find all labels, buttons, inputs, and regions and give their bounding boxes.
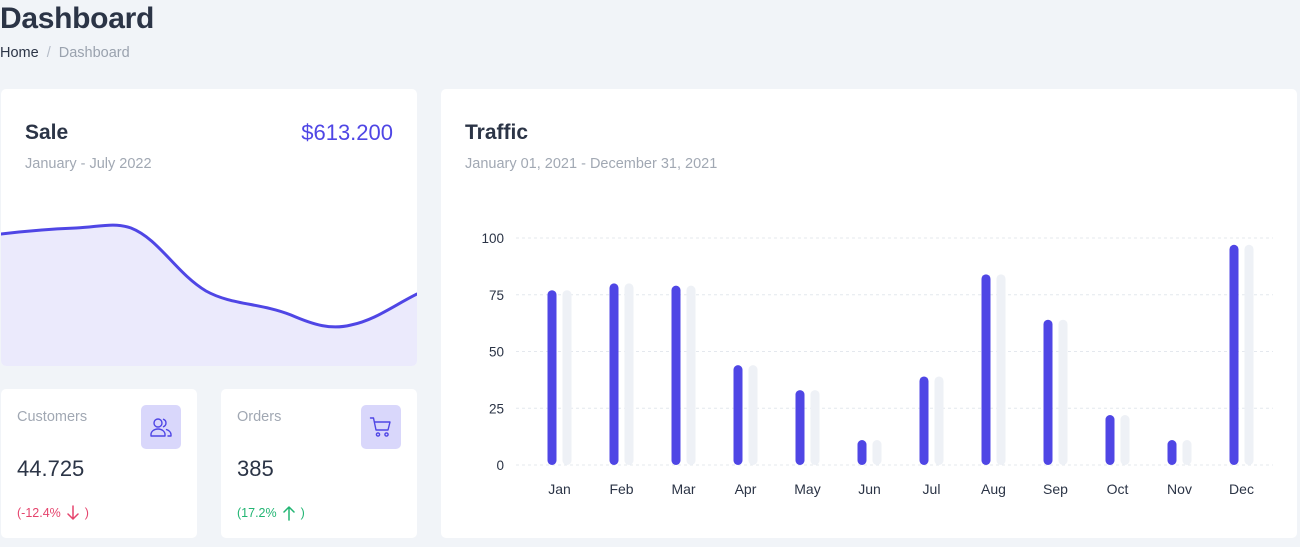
x-tick-label: Aug (981, 481, 1006, 497)
orders-change-value: (17.2% (237, 506, 277, 520)
cart-icon (369, 417, 391, 437)
x-tick-label: Mar (671, 481, 695, 497)
bar-aug-series-2[interactable] (996, 274, 1006, 465)
sale-amount: $613.200 (301, 120, 393, 145)
bar-aug-series-1[interactable] (981, 274, 991, 465)
bar-jan-series-1[interactable] (547, 290, 557, 465)
x-tick-label: Jun (858, 481, 881, 497)
bar-apr-series-1[interactable] (733, 365, 743, 465)
x-tick-label: Feb (609, 481, 633, 497)
bar-may-series-1[interactable] (795, 390, 805, 465)
breadcrumb-current: Dashboard (58, 45, 130, 61)
traffic-card: Traffic January 01, 2021 - December 31, … (441, 89, 1297, 538)
bar-jun-series-2[interactable] (872, 440, 882, 465)
y-tick-label: 100 (481, 231, 504, 246)
page-title: Dashboard (0, 2, 154, 35)
sale-period: January - July 2022 (25, 156, 152, 172)
x-tick-label: Nov (1167, 481, 1192, 497)
x-tick-label: May (794, 481, 820, 497)
bar-apr-series-2[interactable] (748, 365, 758, 465)
bar-mar-series-1[interactable] (671, 285, 681, 465)
breadcrumb-home-link[interactable]: Home (0, 45, 39, 61)
orders-card: Orders 385 (17.2% ) (221, 389, 417, 538)
customers-card: Customers 44.725 (-12.4% ) (1, 389, 197, 538)
orders-change: (17.2% ) (237, 505, 305, 521)
bar-may-series-2[interactable] (810, 390, 820, 465)
y-tick-label: 25 (489, 401, 504, 416)
bar-sep-series-2[interactable] (1058, 319, 1068, 465)
bar-jul-series-2[interactable] (934, 376, 944, 465)
bar-nov-series-2[interactable] (1182, 440, 1192, 465)
y-tick-label: 0 (496, 458, 504, 473)
users-icon (150, 418, 172, 437)
y-tick-label: 50 (489, 345, 504, 360)
traffic-bar-chart: 0 25 50 75 100 Jan Feb Mar Apr May Jun Jul Aug Sep Oct… (481, 231, 1273, 497)
sale-sparkline-area (1, 225, 417, 366)
sale-sparkline-line (1, 223, 417, 329)
x-tick-label: Dec (1229, 481, 1254, 497)
bar-dec-series-2[interactable] (1244, 244, 1254, 465)
customers-icon-badge (141, 405, 181, 449)
bar-oct-series-2[interactable] (1120, 415, 1130, 465)
bar-sep-series-1[interactable] (1043, 319, 1053, 465)
sale-title: Sale (25, 121, 69, 144)
customers-change-value: (-12.4% (17, 506, 61, 520)
arrow-up-icon (282, 506, 295, 521)
y-tick-label: 75 (489, 288, 504, 303)
traffic-title: Traffic (465, 121, 529, 144)
bar-nov-series-1[interactable] (1167, 440, 1177, 465)
x-tick-label: Jul (923, 481, 941, 497)
sale-sparkline (1, 223, 417, 366)
orders-icon-badge (361, 405, 401, 449)
sale-card: Sale $613.200 January - July 2022 (1, 89, 417, 366)
orders-label: Orders (237, 409, 282, 425)
arrow-down-icon (67, 505, 79, 520)
customers-value: 44.725 (17, 456, 85, 481)
orders-change-close: ) (300, 506, 305, 520)
x-tick-label: Oct (1107, 481, 1129, 497)
customers-label: Customers (17, 409, 88, 425)
x-tick-label: Jan (548, 481, 571, 497)
bar-dec-series-1[interactable] (1229, 244, 1239, 465)
bar-oct-series-1[interactable] (1105, 415, 1115, 465)
x-tick-label: Apr (735, 481, 757, 497)
breadcrumb: Home / Dashboard (0, 45, 130, 61)
bar-jul-series-1[interactable] (919, 376, 929, 465)
bar-mar-series-2[interactable] (686, 285, 696, 465)
customers-change-close: ) (84, 506, 89, 520)
customers-change: (-12.4% ) (17, 505, 89, 521)
bar-jan-series-2[interactable] (562, 290, 572, 465)
bar-feb-series-1[interactable] (609, 283, 619, 465)
breadcrumb-separator: / (46, 45, 51, 61)
traffic-period: January 01, 2021 - December 31, 2021 (465, 156, 718, 172)
orders-value: 385 (237, 456, 274, 481)
x-tick-label: Sep (1043, 481, 1068, 497)
bar-feb-series-2[interactable] (624, 283, 634, 465)
bar-jun-series-1[interactable] (857, 440, 867, 465)
